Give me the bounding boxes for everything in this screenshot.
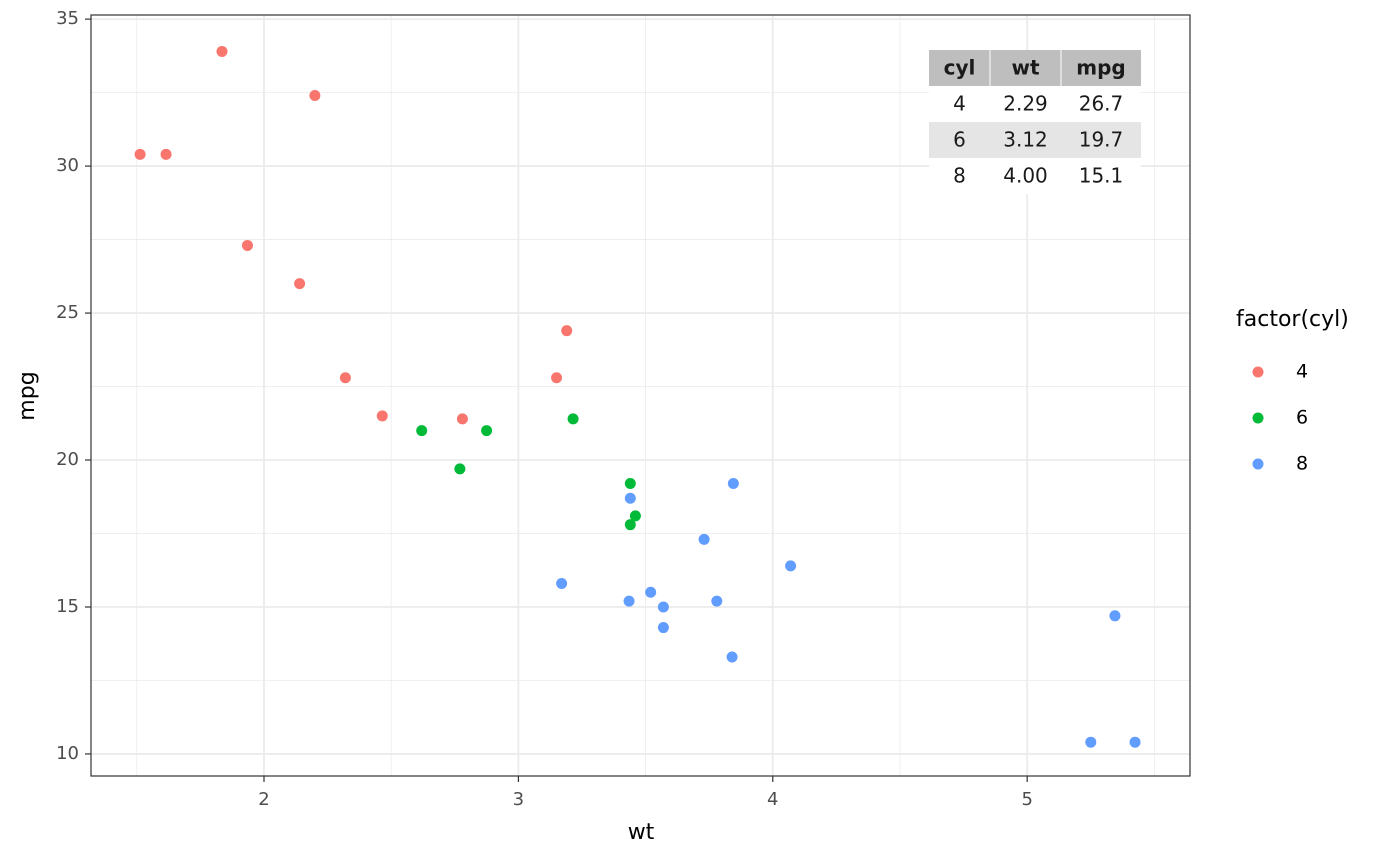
point bbox=[727, 478, 739, 490]
point bbox=[624, 492, 636, 504]
y-tick-label: 15 bbox=[56, 596, 79, 617]
table-cell: 4.00 bbox=[1003, 164, 1048, 188]
x-tick-label: 3 bbox=[513, 789, 524, 810]
point bbox=[1085, 736, 1097, 748]
legend-key bbox=[1252, 458, 1264, 470]
point bbox=[624, 519, 636, 531]
legend-key bbox=[1252, 412, 1264, 424]
point bbox=[561, 325, 573, 337]
x-tick-label: 5 bbox=[1021, 789, 1032, 810]
point bbox=[216, 45, 228, 57]
point bbox=[339, 372, 351, 384]
table-row-bg bbox=[929, 122, 1141, 158]
point bbox=[456, 413, 468, 425]
point bbox=[785, 560, 797, 572]
table-cell: 2.29 bbox=[1003, 92, 1048, 116]
point bbox=[481, 425, 493, 437]
legend-label: 8 bbox=[1296, 453, 1308, 475]
point bbox=[657, 601, 669, 613]
table-header: cyl bbox=[944, 56, 976, 80]
x-tick-label: 2 bbox=[258, 789, 269, 810]
point bbox=[624, 478, 636, 490]
point bbox=[698, 533, 710, 545]
legend-title: factor(cyl) bbox=[1236, 307, 1349, 332]
y-axis-title: mpg bbox=[15, 371, 40, 420]
point bbox=[645, 586, 657, 598]
table: cyl wt mpg 4 2.29 26.7 6 3.12 19.7 8 4.00 15.1 bbox=[929, 50, 1141, 194]
x-axis-title: wt bbox=[628, 820, 655, 845]
point bbox=[623, 595, 635, 607]
point bbox=[711, 595, 723, 607]
table-cell: 15.1 bbox=[1079, 164, 1124, 188]
point bbox=[551, 372, 563, 384]
table-header-bg bbox=[929, 50, 1141, 86]
table-header: wt bbox=[1011, 56, 1039, 80]
y-tick-label: 35 bbox=[56, 8, 79, 29]
table-cell: 3.12 bbox=[1003, 128, 1048, 152]
table-cell: 8 bbox=[953, 164, 966, 188]
point bbox=[726, 651, 738, 663]
point bbox=[160, 148, 172, 160]
point bbox=[1109, 610, 1121, 622]
table-cell: 6 bbox=[953, 128, 966, 152]
y-tick-label: 20 bbox=[56, 449, 79, 470]
point bbox=[556, 577, 568, 589]
x-tick-label: 4 bbox=[767, 789, 778, 810]
table-cell: 19.7 bbox=[1079, 128, 1124, 152]
table-row-bg bbox=[929, 158, 1141, 194]
point bbox=[416, 425, 428, 437]
panel-border bbox=[90, 14, 1191, 777]
y-tick-label: 25 bbox=[56, 302, 79, 323]
point bbox=[241, 239, 253, 251]
y-tick-label: 10 bbox=[56, 743, 79, 764]
table-header: mpg bbox=[1076, 56, 1125, 80]
point bbox=[657, 622, 669, 634]
point bbox=[629, 510, 641, 522]
legend-label: 6 bbox=[1296, 407, 1308, 429]
point bbox=[294, 278, 306, 290]
point bbox=[454, 463, 466, 475]
table-cell: 4 bbox=[953, 92, 966, 116]
points bbox=[134, 45, 1141, 748]
point bbox=[567, 413, 579, 425]
point bbox=[309, 90, 321, 102]
table-row-bg bbox=[929, 86, 1141, 122]
legend: 4 6 8 bbox=[1252, 361, 1308, 475]
legend-label: 4 bbox=[1296, 361, 1308, 383]
table-cell: 26.7 bbox=[1079, 92, 1124, 116]
point bbox=[134, 148, 146, 160]
point bbox=[1129, 736, 1141, 748]
legend-key bbox=[1252, 366, 1264, 378]
y-tick-label: 30 bbox=[56, 155, 79, 176]
point bbox=[376, 410, 388, 422]
